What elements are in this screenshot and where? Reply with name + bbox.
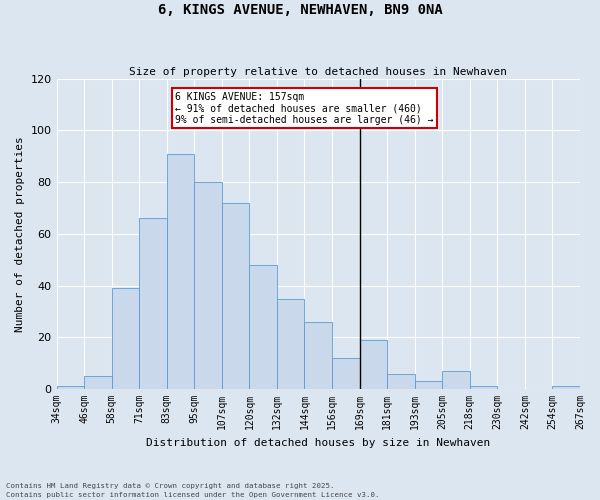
- Bar: [139, 218, 167, 389]
- Bar: [304, 322, 332, 389]
- Text: Contains HM Land Registry data © Crown copyright and database right 2025.
Contai: Contains HM Land Registry data © Crown c…: [6, 483, 380, 498]
- Bar: [56, 386, 84, 389]
- Bar: [359, 340, 387, 389]
- Text: 6, KINGS AVENUE, NEWHAVEN, BN9 0NA: 6, KINGS AVENUE, NEWHAVEN, BN9 0NA: [158, 2, 442, 16]
- Bar: [250, 265, 277, 389]
- Text: 6 KINGS AVENUE: 157sqm
← 91% of detached houses are smaller (460)
9% of semi-det: 6 KINGS AVENUE: 157sqm ← 91% of detached…: [175, 92, 434, 125]
- Bar: [415, 382, 442, 389]
- Bar: [470, 386, 497, 389]
- Title: Size of property relative to detached houses in Newhaven: Size of property relative to detached ho…: [129, 66, 507, 76]
- Bar: [222, 203, 250, 389]
- Bar: [277, 298, 304, 389]
- Bar: [84, 376, 112, 389]
- Y-axis label: Number of detached properties: Number of detached properties: [15, 136, 25, 332]
- Bar: [442, 371, 470, 389]
- Bar: [332, 358, 359, 389]
- X-axis label: Distribution of detached houses by size in Newhaven: Distribution of detached houses by size …: [146, 438, 490, 448]
- Bar: [167, 154, 194, 389]
- Bar: [194, 182, 222, 389]
- Bar: [112, 288, 139, 389]
- Bar: [387, 374, 415, 389]
- Bar: [553, 386, 580, 389]
